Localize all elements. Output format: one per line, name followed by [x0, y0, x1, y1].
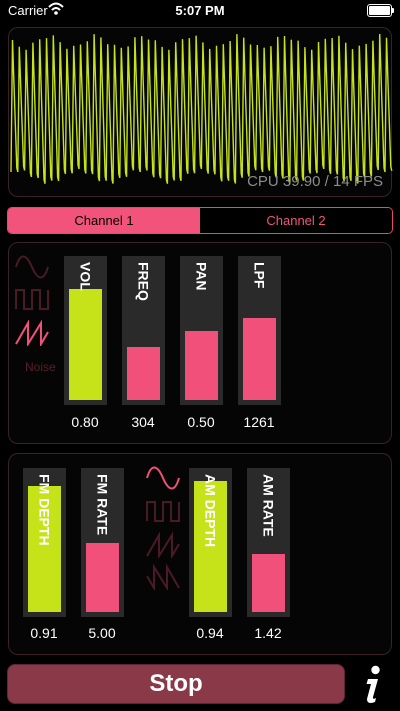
fm-depth-slider[interactable]: FM DEPTH — [23, 468, 66, 617]
lpf-slider-fill — [243, 318, 276, 400]
pan-value: 0.50 — [187, 414, 215, 430]
am-depth-slider[interactable]: AM DEPTH — [189, 468, 232, 617]
channel-tabs: Channel 1 Channel 2 — [7, 207, 393, 234]
fm-depth-slider-fill — [28, 485, 61, 612]
wifi-icon — [48, 2, 64, 15]
sawtooth-wave-icon[interactable] — [146, 532, 180, 558]
freq-label: FREQ — [135, 262, 152, 301]
noise-option[interactable]: Noise — [25, 360, 56, 374]
freq-slider[interactable]: FREQ — [122, 256, 165, 405]
reverse-sawtooth-wave-icon[interactable] — [146, 564, 180, 590]
info-icon[interactable] — [361, 665, 385, 705]
sine-wave-icon[interactable] — [15, 255, 49, 279]
battery-icon — [367, 4, 394, 17]
carrier-label: Carrier — [8, 3, 48, 18]
lpf-value: 1261 — [243, 414, 275, 430]
clock: 5:07 PM — [175, 3, 225, 18]
channel-1-panel: Noise VOL FREQ PAN LPF 0.80 304 0.50 126… — [8, 242, 392, 444]
freq-slider-fill — [127, 347, 160, 400]
waveform-trace — [10, 33, 393, 184]
fm-depth-value: 0.91 — [30, 625, 58, 641]
modulation-panel: FM DEPTH FM RATE AM DEPTH AM RATE 0.91 5… — [8, 453, 392, 655]
vol-label: VOL — [77, 262, 94, 291]
tab-channel-2[interactable]: Channel 2 — [200, 208, 392, 233]
am-depth-value: 0.94 — [196, 625, 224, 641]
lpf-slider[interactable]: LPF — [238, 256, 281, 405]
tab-channel-1[interactable]: Channel 1 — [8, 208, 200, 233]
am-rate-label: AM RATE — [260, 474, 277, 537]
fm-rate-slider-fill — [86, 542, 119, 612]
freq-value: 304 — [131, 414, 155, 430]
fm-depth-label: FM DEPTH — [36, 474, 53, 546]
pan-label: PAN — [193, 262, 210, 291]
square-wave-icon[interactable] — [146, 499, 180, 523]
pan-slider-fill — [185, 330, 218, 400]
am-rate-slider-fill — [252, 553, 285, 612]
fm-rate-value: 5.00 — [88, 625, 116, 641]
vol-value: 0.80 — [71, 414, 99, 430]
fm-rate-label: FM RATE — [94, 474, 111, 536]
sine-wave-icon[interactable] — [146, 466, 180, 490]
square-wave-icon[interactable] — [15, 287, 49, 311]
fm-rate-slider[interactable]: FM RATE — [81, 468, 124, 617]
am-rate-slider[interactable]: AM RATE — [247, 468, 290, 617]
lpf-label: LPF — [251, 262, 268, 289]
oscilloscope-panel: CPU 39.90 / 14 FPS — [8, 27, 393, 197]
am-depth-label: AM DEPTH — [202, 474, 219, 548]
cpu-fps-readout: CPU 39.90 / 14 FPS — [247, 173, 383, 190]
vol-slider[interactable]: VOL — [64, 256, 107, 405]
waveform-display — [10, 33, 393, 184]
am-depth-slider-fill — [194, 481, 227, 612]
sawtooth-wave-icon[interactable] — [15, 320, 49, 346]
stop-button[interactable]: Stop — [7, 664, 345, 704]
am-rate-value: 1.42 — [254, 625, 282, 641]
vol-slider-fill — [69, 288, 102, 400]
status-bar: Carrier 5:07 PM — [0, 0, 400, 22]
pan-slider[interactable]: PAN — [180, 256, 223, 405]
